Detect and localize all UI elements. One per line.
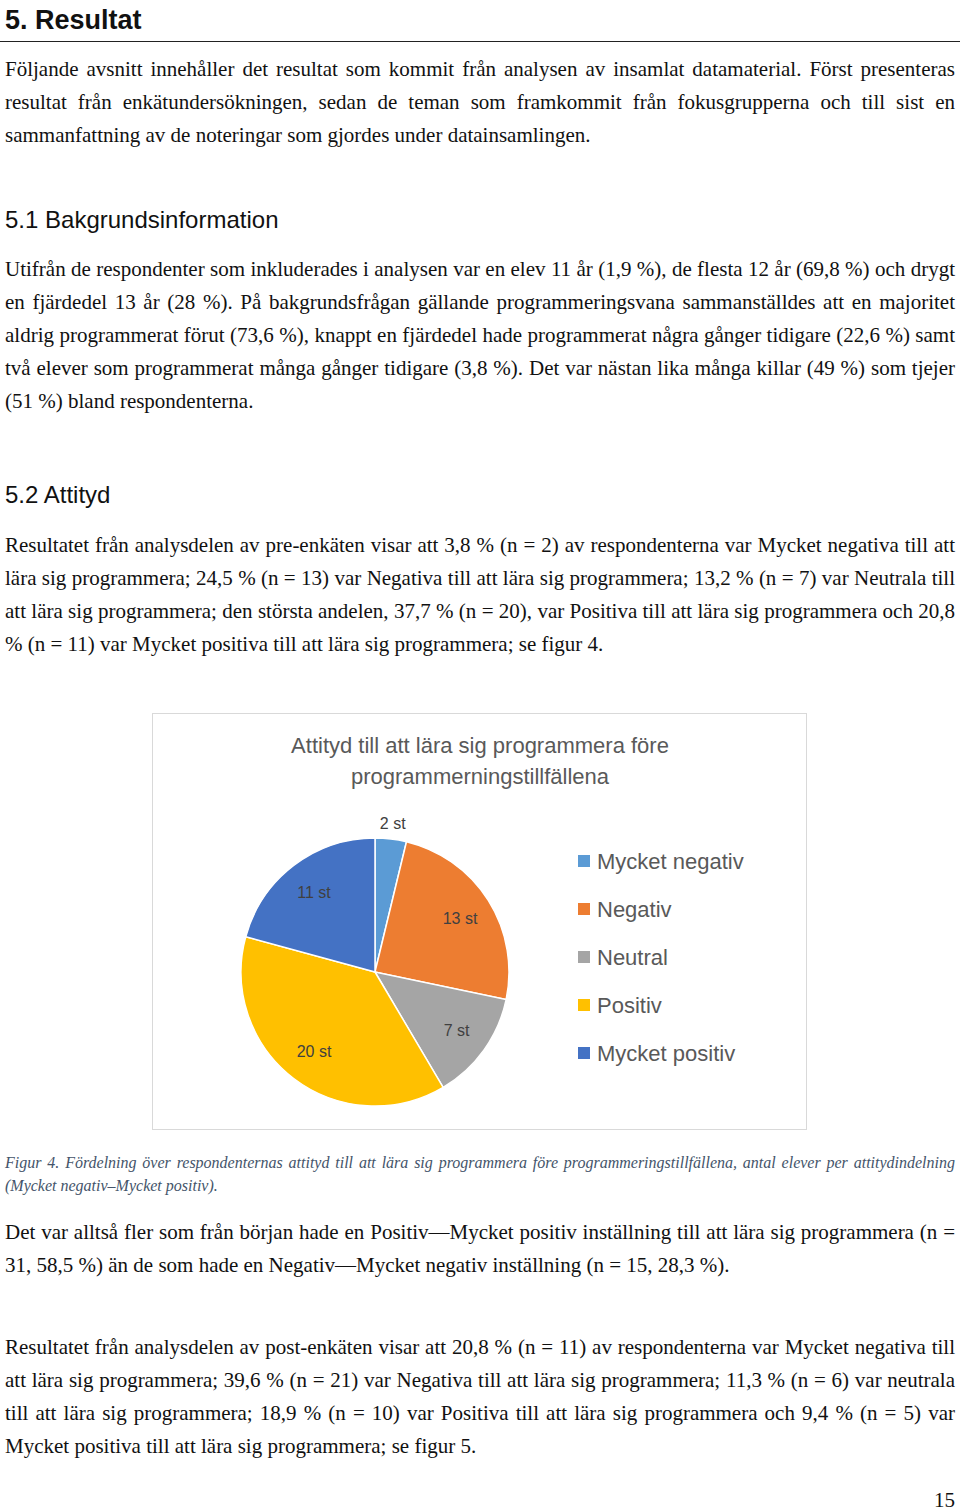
chart: Attityd till att lära sig programmera fö… (152, 713, 807, 1130)
legend-swatch (578, 855, 590, 867)
pie-slice (246, 838, 375, 972)
intro-paragraph: Följande avsnitt innehåller det resultat… (5, 53, 955, 152)
paragraph: Utifrån de respondenter som inkluderades… (5, 253, 955, 418)
data-label: 13 st (443, 910, 478, 927)
data-label: 7 st (444, 1022, 470, 1039)
paragraph: Resultatet från analysdelen av pre-enkät… (5, 529, 955, 661)
legend-label: Mycket positiv (597, 1041, 735, 1066)
legend-swatch (578, 1047, 590, 1059)
legend-label: Positiv (597, 993, 662, 1018)
section-title: 5.2 Attityd (5, 478, 110, 512)
paragraph: Resultatet från analysdelen av post-enkä… (5, 1331, 955, 1463)
data-label: 11 st (297, 884, 331, 901)
chart-title: Attityd till att lära sig programmera fö… (291, 733, 669, 789)
legend: Mycket negativ Negativ Neutral Positiv Mycke… (578, 849, 744, 1066)
legend-label: Mycket negativ (597, 849, 744, 874)
legend-label: Neutral (597, 945, 668, 970)
page-heading: 5. Resultat (5, 2, 142, 38)
paragraph: Det var alltså fler som från början hade… (5, 1216, 955, 1282)
figure-caption: Figur 4. Fördelning över respondenternas… (5, 1151, 955, 1197)
legend-label: Negativ (597, 897, 672, 922)
page-number: 15 (934, 1485, 955, 1511)
data-label: 20 st (297, 1043, 332, 1060)
legend-swatch (578, 951, 590, 963)
legend-swatch (578, 903, 590, 915)
pie: 2 st 13 st 7 st 20 st 11 st (241, 815, 509, 1106)
section-title: 5.1 Bakgrundsinformation (5, 203, 279, 237)
data-label: 2 st (380, 815, 406, 832)
legend-swatch (578, 999, 590, 1011)
chart-frame (153, 714, 807, 1130)
heading-rule (0, 41, 960, 42)
